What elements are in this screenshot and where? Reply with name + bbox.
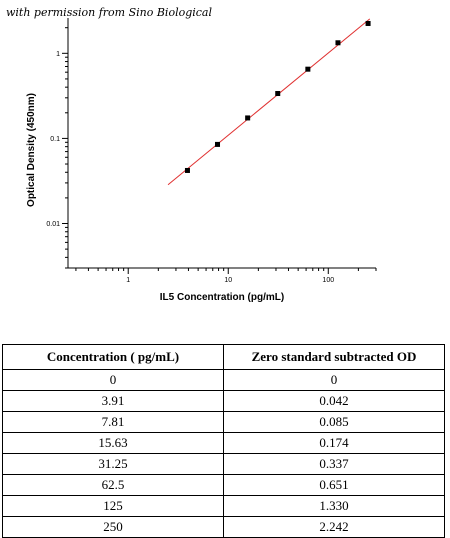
table-row: 15.63 0.174 xyxy=(2,432,445,454)
y-tick-label: 1 xyxy=(56,51,60,58)
table-cell: 125 xyxy=(2,495,224,517)
standard-data-table: Concentration ( pg/mL) Zero standard sub… xyxy=(2,344,445,538)
fit-line xyxy=(167,18,371,186)
data-point xyxy=(245,115,251,121)
table-cell: 250 xyxy=(2,516,224,538)
x-tick-label: 1 xyxy=(126,277,130,284)
column-header-od: Zero standard subtracted OD xyxy=(223,344,445,370)
data-point xyxy=(335,40,341,46)
x-tick-label: 100 xyxy=(322,277,334,284)
table-cell: 2.242 xyxy=(223,516,445,538)
table-header-row: Concentration ( pg/mL) Zero standard sub… xyxy=(2,344,445,370)
table-cell: 3.91 xyxy=(2,390,224,412)
table-row: 250 2.242 xyxy=(2,516,445,538)
data-point xyxy=(275,91,281,97)
table-cell: 0.651 xyxy=(223,474,445,496)
table-cell: 0 xyxy=(2,369,224,391)
fit-line-group xyxy=(167,18,371,186)
table-cell: 0.085 xyxy=(223,411,445,433)
table-cell: 1.330 xyxy=(223,495,445,517)
table-cell: 0.042 xyxy=(223,390,445,412)
table-row: 3.91 0.042 xyxy=(2,390,445,412)
table-cell: 0.174 xyxy=(223,432,445,454)
table-cell: 31.25 xyxy=(2,453,224,475)
y-axis-label: Optical Density (450nm) xyxy=(26,93,37,207)
y-tick-label: 0.1 xyxy=(50,136,60,143)
column-header-concentration: Concentration ( pg/mL) xyxy=(2,344,224,370)
table-row: 7.81 0.085 xyxy=(2,411,445,433)
data-points-group xyxy=(184,20,371,173)
standard-curve-chart: 1 10 100 0.01 0.1 1 IL5 Concentration (pg/mL)… xyxy=(26,18,377,303)
x-axis-label: IL5 Concentration (pg/mL) xyxy=(160,292,284,303)
data-point xyxy=(305,66,311,72)
data-point xyxy=(184,167,190,173)
permission-watermark: with permission from Sino Biological xyxy=(6,6,213,19)
y-tick-label: 0.01 xyxy=(46,221,60,228)
chart-axes: 1 10 100 0.01 0.1 1 xyxy=(46,18,377,284)
data-point xyxy=(365,20,371,26)
table-cell: 15.63 xyxy=(2,432,224,454)
x-tick-label: 10 xyxy=(224,277,232,284)
table-row: 125 1.330 xyxy=(2,495,445,517)
table-cell: 0.337 xyxy=(223,453,445,475)
table-cell: 62.5 xyxy=(2,474,224,496)
data-point xyxy=(215,141,221,147)
table-row: 31.25 0.337 xyxy=(2,453,445,475)
table-row: 62.5 0.651 xyxy=(2,474,445,496)
table-cell: 0 xyxy=(223,369,445,391)
table-cell: 7.81 xyxy=(2,411,224,433)
